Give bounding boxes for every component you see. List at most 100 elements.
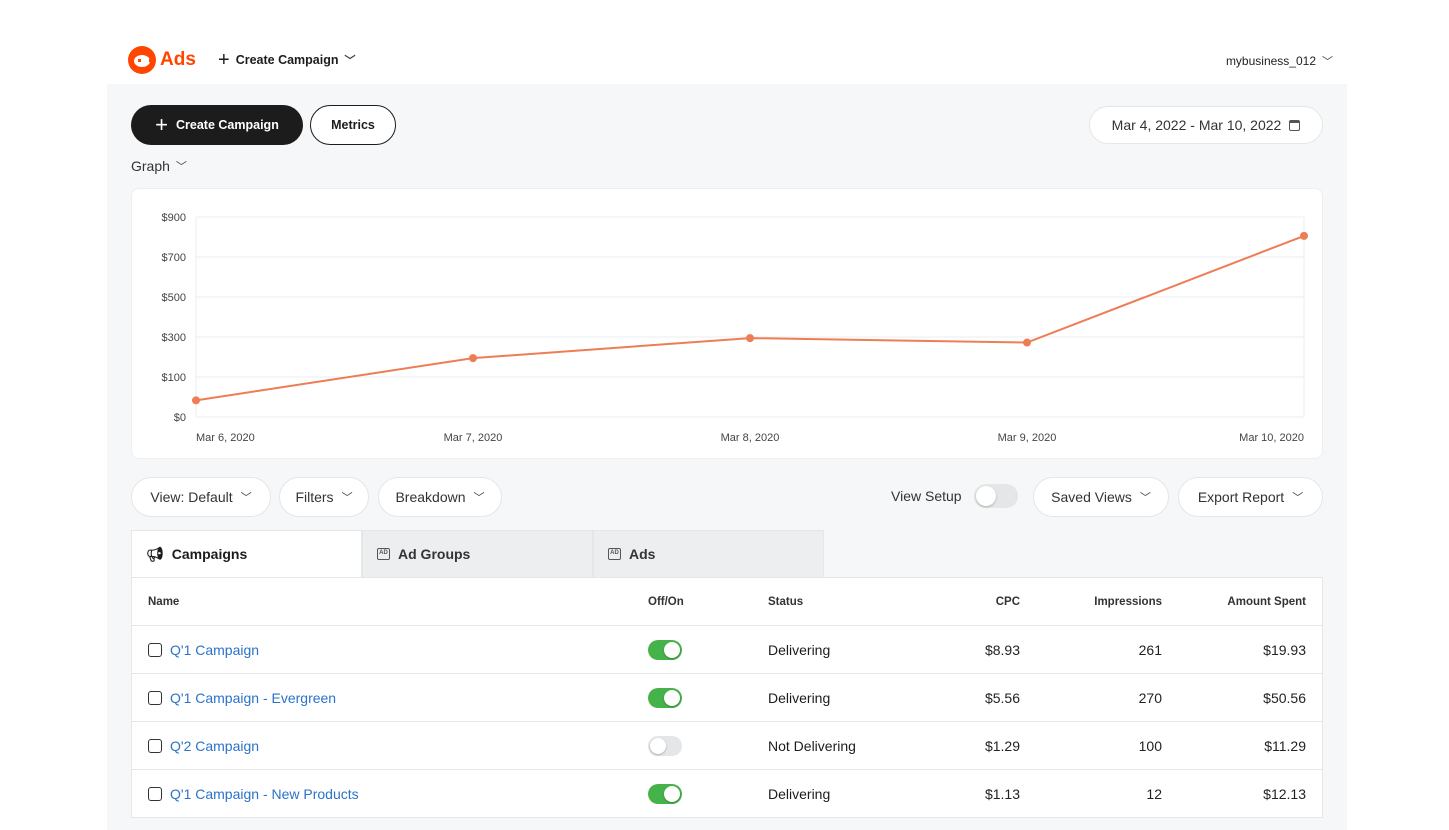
campaign-toggle[interactable] — [648, 687, 682, 708]
impressions-value: 100 — [1138, 737, 1162, 754]
campaign-toggle[interactable] — [648, 783, 682, 804]
column-header-amount-spent[interactable]: Amount Spent — [1227, 595, 1306, 608]
data-point — [1023, 338, 1031, 347]
y-tick-label: $100 — [162, 372, 186, 384]
graph-dropdown[interactable]: Graph ﹀ — [131, 158, 187, 174]
account-menu[interactable]: mybusiness_012 ﹀ — [1226, 53, 1333, 69]
tab-ad-groups[interactable]: AD Ad Groups — [362, 530, 593, 578]
cpc-value: $1.29 — [984, 737, 1020, 754]
plus-icon: + — [218, 49, 230, 71]
ad-group-icon: AD — [377, 548, 390, 560]
campaign-link[interactable]: Q'2 Campaign — [170, 737, 260, 754]
account-name: mybusiness_012 — [1225, 54, 1316, 68]
breakdown-dropdown[interactable]: Breakdown ﹀ — [378, 477, 502, 517]
data-point — [746, 334, 754, 343]
saved-views-dropdown[interactable]: Saved Views ﹀ — [1033, 477, 1169, 517]
dashboard-panel: + Create Campaign Metrics Mar 4, 2022 - … — [107, 84, 1347, 830]
top-create-campaign-label: Create Campaign — [235, 53, 339, 67]
table-row: Q'1 Campaign - Evergreen Delivering $5.5… — [132, 673, 1322, 721]
amount-spent-value: $12.13 — [1263, 785, 1306, 802]
y-tick-label: $0 — [174, 412, 186, 424]
graph-label: Graph — [131, 158, 170, 174]
view-setup-control: View Setup — [891, 484, 1018, 508]
row-checkbox[interactable] — [148, 786, 162, 801]
data-point — [192, 396, 200, 405]
amount-spent-value: $50.56 — [1263, 689, 1306, 706]
x-tick-label: Mar 10, 2020 — [1239, 432, 1304, 444]
cpc-value: $8.93 — [984, 641, 1020, 658]
table-row: Q'1 Campaign Delivering $8.93 261 $19.93 — [132, 625, 1322, 673]
status-text: Delivering — [768, 689, 831, 706]
impressions-value: 270 — [1138, 689, 1162, 706]
toggle-knob — [650, 737, 666, 754]
create-campaign-button[interactable]: + Create Campaign — [131, 105, 303, 145]
chevron-down-icon: ﹀ — [240, 492, 252, 504]
plus-icon: + — [155, 112, 169, 137]
logo-text: Ads — [160, 49, 196, 70]
chevron-down-icon: ﹀ — [341, 492, 353, 504]
status-text: Not Delivering — [768, 737, 856, 754]
y-tick-label: $500 — [162, 292, 186, 304]
top-create-campaign-menu[interactable]: + Create Campaign ﹀ — [218, 50, 356, 70]
tab-ads[interactable]: AD Ads — [593, 530, 824, 578]
column-header-status[interactable]: Status — [768, 595, 804, 608]
view-setup-label: View Setup — [891, 488, 962, 504]
export-report-label: Export Report — [1197, 489, 1285, 505]
toggle-knob — [664, 689, 680, 706]
name-cell: Q'1 Campaign - Evergreen — [148, 690, 336, 706]
reddit-ads-logo[interactable]: Ads — [128, 46, 196, 74]
chevron-down-icon: ﹀ — [344, 55, 356, 67]
date-range-text: Mar 4, 2022 - Mar 10, 2022 — [1111, 117, 1282, 133]
column-header-cpc[interactable]: CPC — [995, 595, 1020, 608]
view-setup-toggle[interactable] — [973, 484, 1018, 508]
status-text: Delivering — [768, 785, 831, 802]
campaign-link[interactable]: Q'1 Campaign — [170, 641, 260, 658]
table-row: Q'2 Campaign Not Delivering $1.29 100 $1… — [132, 721, 1322, 769]
column-header-off-on[interactable]: Off/On — [648, 595, 684, 608]
date-range-picker[interactable]: Mar 4, 2022 - Mar 10, 2022 — [1089, 106, 1323, 144]
column-header-name[interactable]: Name — [148, 595, 180, 608]
campaign-link[interactable]: Q'1 Campaign - Evergreen — [170, 689, 337, 706]
export-report-dropdown[interactable]: Export Report ﹀ — [1178, 477, 1323, 517]
x-tick-label: Mar 7, 2020 — [444, 432, 503, 444]
campaign-toggle[interactable] — [648, 639, 682, 660]
toggle-knob — [664, 641, 680, 658]
amount-spent-value: $11.29 — [1264, 737, 1306, 754]
saved-views-label: Saved Views — [1051, 489, 1132, 505]
chevron-down-icon: ﹀ — [175, 161, 187, 173]
x-tick-label: Mar 8, 2020 — [721, 432, 780, 444]
tab-label: Campaigns — [171, 546, 248, 562]
view-label: View: Default — [150, 489, 233, 505]
row-checkbox[interactable] — [148, 642, 162, 657]
row-checkbox[interactable] — [148, 690, 162, 705]
row-checkbox[interactable] — [148, 738, 162, 753]
chevron-down-icon: ﹀ — [1139, 492, 1151, 504]
filters-dropdown[interactable]: Filters ﹀ — [279, 477, 369, 517]
impressions-value: 12 — [1146, 785, 1162, 802]
campaign-link[interactable]: Q'1 Campaign - New Products — [170, 785, 359, 802]
view-dropdown[interactable]: View: Default ﹀ — [131, 477, 271, 517]
chevron-down-icon: ﹀ — [1292, 492, 1304, 504]
x-tick-label: Mar 6, 2020 — [196, 432, 255, 444]
tab-label: Ads — [629, 546, 656, 562]
data-point — [1300, 231, 1308, 240]
amount-spent-value: $19.93 — [1263, 641, 1306, 658]
name-cell: Q'1 Campaign - New Products — [148, 786, 359, 802]
campaign-toggle[interactable] — [648, 735, 682, 756]
toggle-knob — [975, 486, 996, 506]
impressions-value: 261 — [1138, 641, 1162, 658]
column-header-impressions[interactable]: Impressions — [1094, 595, 1162, 608]
tab-campaigns[interactable]: 📢︎ Campaigns — [131, 530, 362, 578]
name-cell: Q'1 Campaign — [148, 642, 259, 658]
data-point — [469, 354, 477, 363]
name-cell: Q'2 Campaign — [148, 738, 259, 754]
campaigns-table: Name Off/On Status CPC Impressions Amoun… — [131, 577, 1323, 818]
metrics-button[interactable]: Metrics — [310, 105, 396, 145]
y-tick-label: $700 — [162, 252, 186, 264]
chevron-down-icon: ﹀ — [1322, 56, 1333, 68]
cpc-value: $1.13 — [984, 785, 1020, 802]
ad-icon: AD — [608, 548, 621, 560]
table-tabs: 📢︎ Campaigns AD Ad Groups AD Ads — [131, 530, 824, 578]
top-bar: Ads + Create Campaign ﹀ mybusiness_012 ﹀ — [0, 0, 1449, 84]
series-line — [195, 234, 1305, 402]
